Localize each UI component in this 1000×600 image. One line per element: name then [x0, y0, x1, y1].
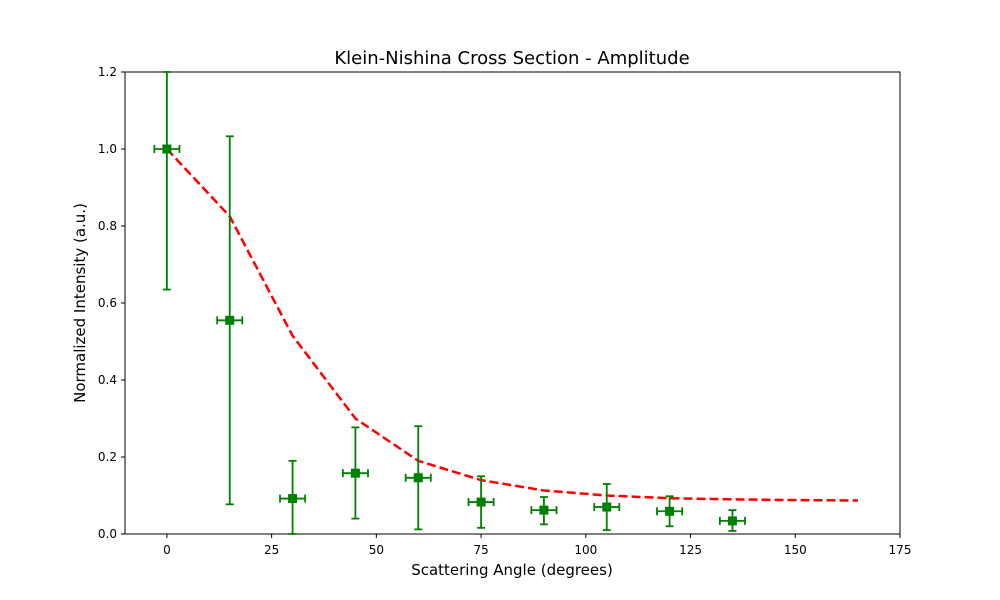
y-tick-label: 1.0: [98, 142, 117, 156]
y-axis-label: Normalized Intensity (a.u.): [71, 203, 89, 403]
data-point: [225, 315, 235, 325]
y-tick-label: 0.0: [98, 527, 117, 541]
data-point: [727, 516, 737, 526]
y-tick-label: 1.2: [98, 65, 117, 79]
x-tick-label: 125: [679, 543, 702, 557]
chart-title: Klein-Nishina Cross Section - Amplitude: [334, 48, 689, 69]
x-axis: 0 25 50 75 100 125 150 175: [163, 534, 911, 557]
data-point: [476, 497, 486, 507]
x-tick-label: 75: [473, 543, 488, 557]
data-marks: [153, 71, 859, 535]
x-tick-label: 0: [163, 543, 171, 557]
y-axis: 0.0 0.2 0.4 0.6 0.8 1.0 1.2: [98, 65, 125, 541]
x-tick-label: 50: [369, 543, 384, 557]
data-point: [539, 505, 549, 515]
x-tick-label: 100: [574, 543, 597, 557]
y-tick-label: 0.6: [98, 296, 117, 310]
fit-line: [165, 148, 859, 502]
x-tick-label: 150: [784, 543, 807, 557]
plot-area: [124, 71, 901, 535]
x-tick-label: 25: [264, 543, 279, 557]
data-point: [602, 502, 612, 512]
x-axis-label: Scattering Angle (degrees): [411, 561, 613, 579]
data-point: [162, 144, 172, 154]
data-point: [350, 468, 360, 478]
y-tick-label: 0.8: [98, 219, 117, 233]
data-point: [413, 473, 423, 483]
x-tick-label: 175: [889, 543, 912, 557]
data-point: [665, 506, 675, 516]
y-tick-label: 0.4: [98, 373, 117, 387]
data-point: [288, 494, 298, 504]
y-tick-label: 0.2: [98, 450, 117, 464]
